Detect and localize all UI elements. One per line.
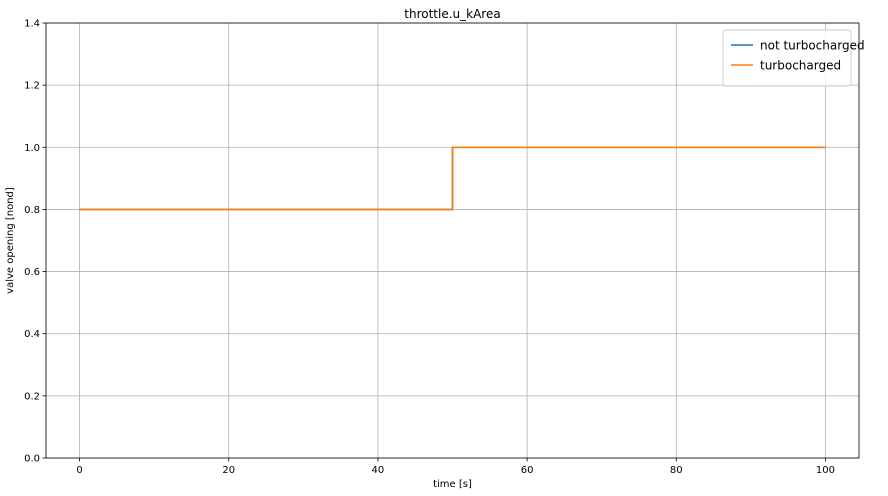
y-tick-label: 0.0: [24, 454, 40, 465]
x-tick-label: 20: [222, 465, 235, 476]
legend: not turbocharged turbocharged: [722, 29, 865, 87]
x-tick-label: 60: [521, 465, 534, 476]
series-group: [79, 146, 826, 211]
y-axis-label: valve opening [nond]: [5, 187, 16, 294]
x-tick-label: 40: [372, 465, 385, 476]
x-axis-label: time [s]: [433, 479, 472, 490]
y-axis: 0.0 0.2 0.4 0.6 0.8 1.0 1.2 1.4: [24, 19, 46, 465]
chart-title: throttle.u_kArea: [404, 7, 500, 21]
y-tick-label: 1.2: [24, 81, 40, 92]
y-tick-label: 0.4: [24, 329, 40, 340]
series-line-2: [79, 146, 826, 211]
y-tick-label: 0.6: [24, 267, 40, 278]
x-tick-label: 0: [76, 465, 82, 476]
legend-label: not turbocharged: [760, 39, 865, 53]
x-axis: 0 20 40 60 80 100: [76, 458, 835, 476]
y-tick-label: 1.0: [24, 143, 40, 154]
y-tick-label: 0.2: [24, 391, 40, 402]
y-tick-label: 0.8: [24, 205, 40, 216]
x-tick-label: 80: [670, 465, 683, 476]
legend-label: turbocharged: [760, 59, 841, 73]
legend-box: [722, 29, 852, 87]
plot-frame: [45, 22, 860, 459]
x-tick-label: 100: [816, 465, 835, 476]
y-tick-label: 1.4: [24, 19, 40, 30]
